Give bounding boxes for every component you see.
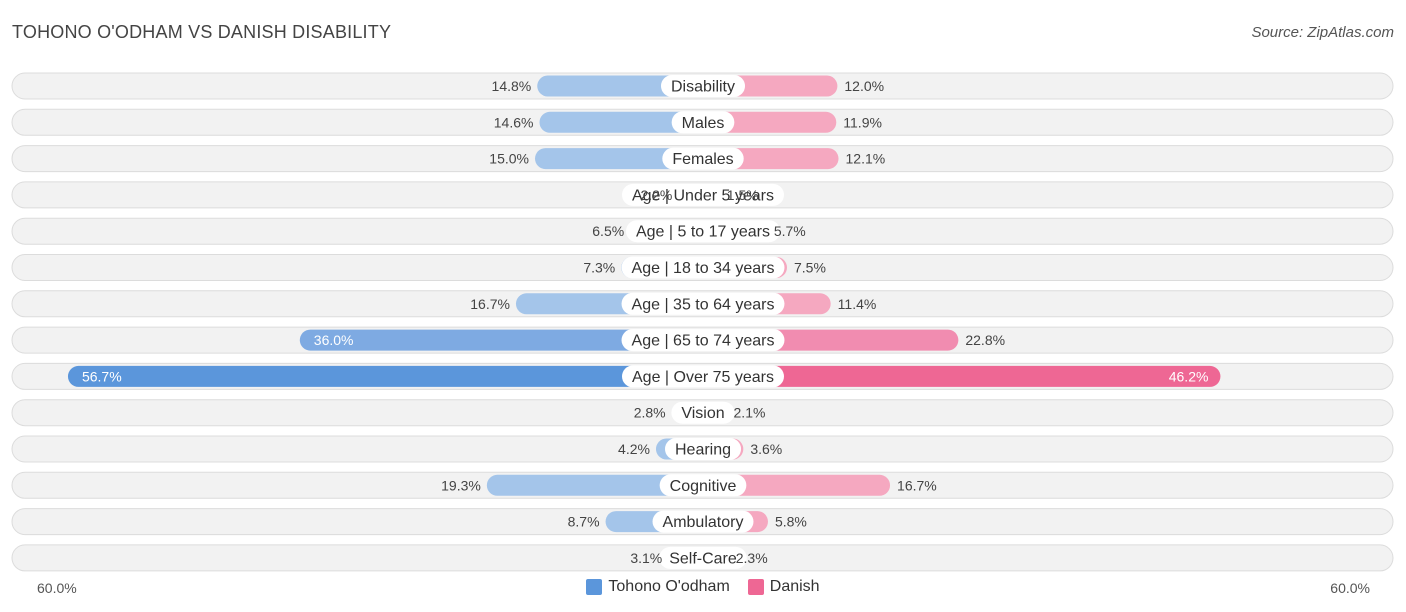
category-label: Hearing <box>675 442 731 459</box>
category-label: Females <box>672 151 733 168</box>
value-label-tohono: 8.7% <box>568 514 600 530</box>
chart-title: TOHONO O'ODHAM VS DANISH DISABILITY <box>12 22 392 42</box>
bar-tohono <box>299 329 703 351</box>
category-label-pill <box>621 183 785 206</box>
bar-tohono <box>535 148 703 170</box>
category-label-pill <box>621 256 785 279</box>
category-label: Self-Care <box>669 550 737 567</box>
category-label: Vision <box>681 405 724 422</box>
legend-label-danish: Danish <box>769 578 820 595</box>
category-label-pill <box>659 546 747 569</box>
value-label-danish: 1.5% <box>727 187 759 203</box>
category-label-pill <box>621 329 785 352</box>
category-label: Age | 65 to 74 years <box>632 333 775 350</box>
category-label: Cognitive <box>670 478 737 495</box>
value-label-tohono: 2.2% <box>640 187 672 203</box>
legend-item-danish[interactable]: Danish <box>747 578 820 596</box>
value-label-danish: 11.4% <box>838 296 877 312</box>
value-label-tohono: 19.3% <box>441 477 481 493</box>
bar-tohono <box>486 474 703 496</box>
value-label-tohono: 36.0% <box>314 332 354 348</box>
value-label-tohono: 6.5% <box>592 223 624 239</box>
category-label-pill <box>664 438 742 460</box>
value-label-danish: 5.7% <box>774 223 806 239</box>
legend-item-tohono[interactable]: Tohono O'odham <box>586 578 730 596</box>
bar-danish <box>703 111 837 133</box>
category-label-pill <box>671 111 735 134</box>
value-label-tohono: 16.7% <box>470 296 510 312</box>
category-label-pill <box>621 292 785 315</box>
axis-right-label: 60.0% <box>1330 580 1370 596</box>
value-label-tohono: 14.8% <box>492 78 532 94</box>
legend: Tohono O'odham Danish <box>0 578 1406 596</box>
value-label-tohono: 3.1% <box>630 550 662 566</box>
legend-swatch-tohono <box>586 579 603 595</box>
value-label-danish: 12.1% <box>846 151 886 167</box>
value-label-danish: 7.5% <box>794 260 826 276</box>
category-label-pill <box>662 147 744 170</box>
axis-left-label: 60.0% <box>37 580 77 596</box>
category-label: Age | Under 5 years <box>632 187 774 204</box>
category-label-pill <box>622 365 784 388</box>
bar-danish <box>703 365 1221 387</box>
value-label-danish: 46.2% <box>1169 368 1209 384</box>
category-label-pill <box>659 474 747 497</box>
value-label-danish: 3.6% <box>750 441 782 457</box>
category-label: Males <box>682 115 725 132</box>
value-label-tohono: 7.3% <box>583 260 615 276</box>
value-label-danish: 12.0% <box>844 78 884 94</box>
category-label-pill <box>660 75 746 97</box>
category-label: Age | 18 to 34 years <box>632 260 775 277</box>
bar-tohono <box>539 111 703 133</box>
value-label-tohono: 4.2% <box>618 441 650 457</box>
category-label: Disability <box>671 79 735 96</box>
value-label-tohono: 56.7% <box>82 368 122 384</box>
value-label-tohono: 15.0% <box>489 151 529 167</box>
value-label-tohono: 14.6% <box>494 114 534 130</box>
value-label-danish: 2.3% <box>736 550 768 566</box>
source-label: Source: ZipAtlas.com <box>1251 24 1394 41</box>
category-label-pill <box>652 510 754 533</box>
bar-tohono <box>537 75 703 97</box>
chart-svg: Disability 14.8% 12.0% Males 14.6% 11.9% Femal… <box>11 72 1394 572</box>
category-label: Age | 5 to 17 years <box>636 224 770 241</box>
category-label: Age | Over 75 years <box>632 369 774 386</box>
category-label-pill <box>625 220 781 243</box>
category-label: Age | 35 to 64 years <box>632 296 775 313</box>
legend-label-tohono: Tohono O'odham <box>608 578 730 595</box>
category-label: Ambulatory <box>663 514 744 531</box>
value-label-danish: 22.8% <box>965 332 1005 348</box>
bar-tohono <box>67 365 703 387</box>
legend-swatch-danish <box>747 579 764 595</box>
value-label-danish: 5.8% <box>775 514 807 530</box>
value-label-danish: 2.1% <box>734 405 766 421</box>
value-label-danish: 16.7% <box>897 477 937 493</box>
bar-danish <box>703 474 891 496</box>
category-label-pill <box>671 401 735 424</box>
value-label-danish: 11.9% <box>843 114 882 130</box>
value-label-tohono: 2.8% <box>634 405 666 421</box>
